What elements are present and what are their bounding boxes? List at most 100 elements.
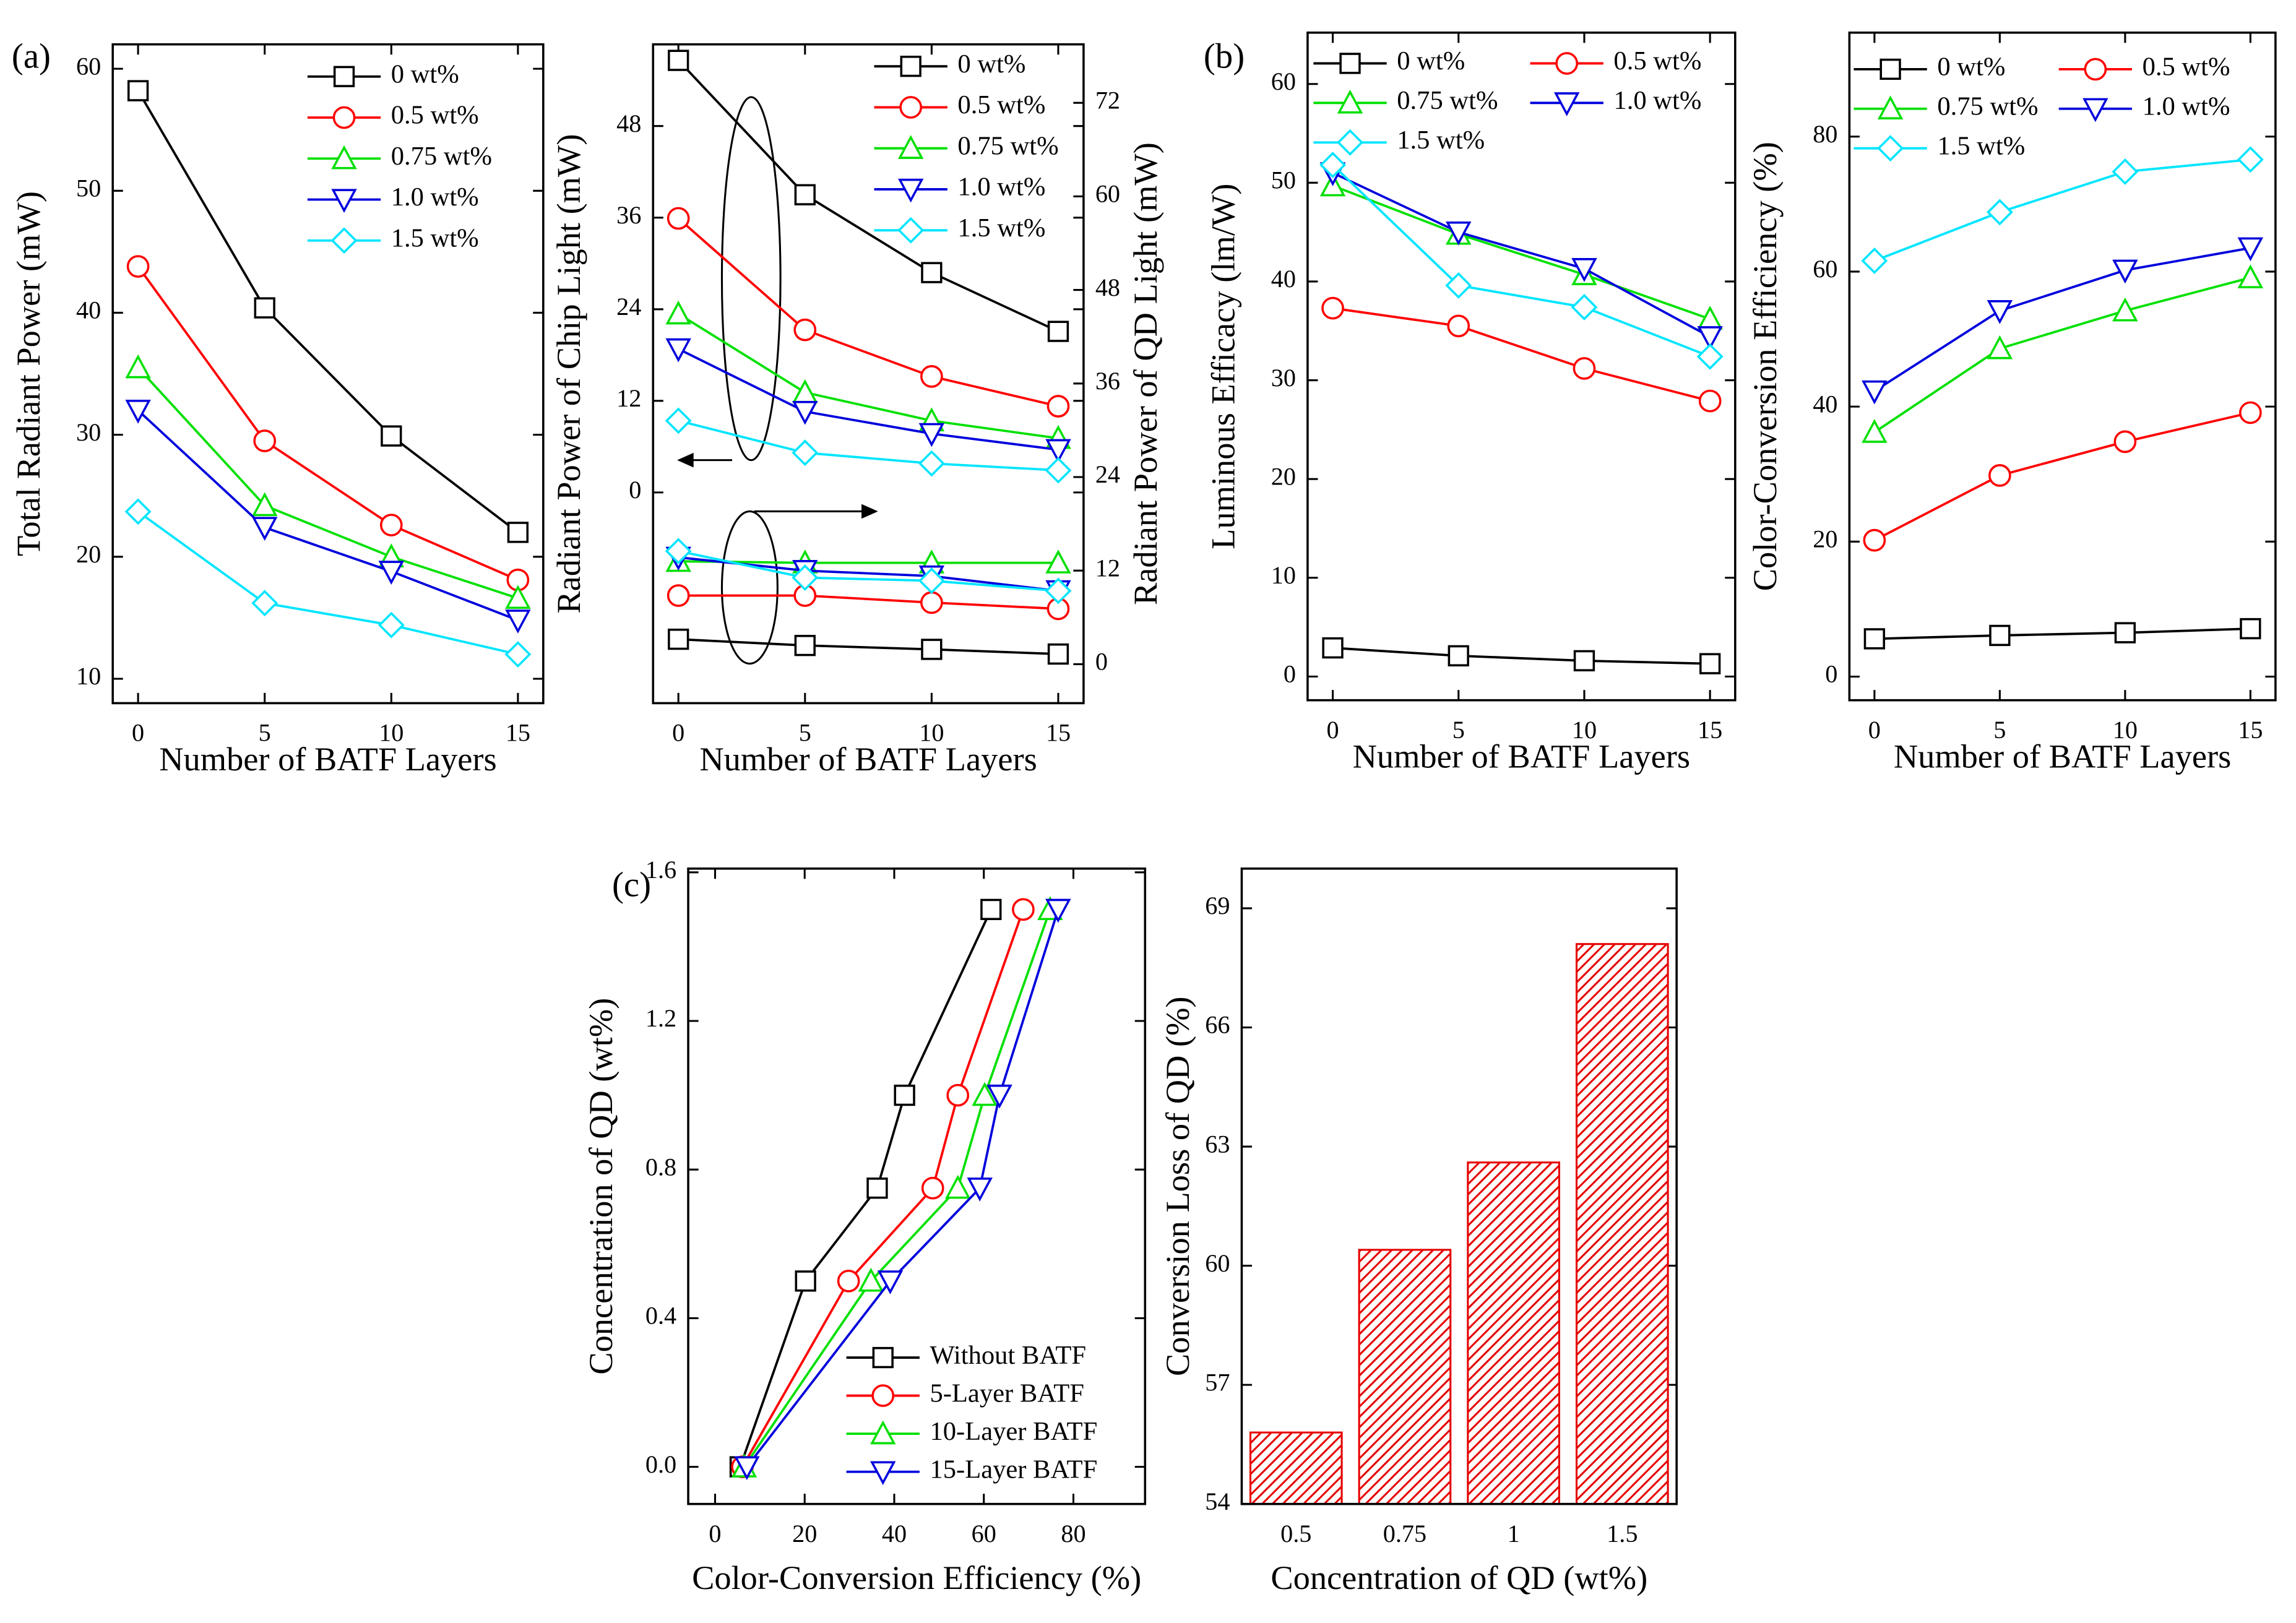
series-line <box>678 549 1059 592</box>
legend-label: 10-Layer BATF <box>930 1417 1097 1446</box>
y-tick-label: 60 <box>1205 1249 1230 1277</box>
y-tick-label: 50 <box>76 174 101 202</box>
y2-axis-title: Radiant Power of QD Light (mW) <box>1127 142 1164 605</box>
x-tick-label: 40 <box>882 1520 907 1548</box>
bar <box>1358 1249 1452 1505</box>
x-tick-label: 5 <box>259 719 271 747</box>
marker <box>858 1267 884 1292</box>
marker <box>1446 221 1472 246</box>
marker <box>1696 343 1724 370</box>
x-tick-label: 1 <box>1508 1520 1520 1548</box>
y-tick-label: 0 <box>1825 660 1837 688</box>
legend-marker <box>870 1461 896 1486</box>
y-tick-label: 0.8 <box>645 1153 676 1181</box>
y-tick-label: 69 <box>1205 892 1230 919</box>
legend-marker <box>332 106 356 129</box>
x-axis-title: Concentration of QD (wt%) <box>1271 1559 1647 1596</box>
y-tick-label: 20 <box>76 540 101 568</box>
y-tick-label: 12 <box>616 384 641 412</box>
marker <box>1861 248 1888 274</box>
legend-marker <box>1339 53 1361 74</box>
legend-marker <box>1880 58 1901 80</box>
y-tick-label: 60 <box>1813 255 1837 283</box>
plot-frame <box>111 43 545 705</box>
marker <box>1045 577 1072 605</box>
y2-tick-label: 36 <box>1095 367 1120 395</box>
marker <box>945 1174 971 1199</box>
legend-label: 1.5 wt% <box>1397 126 1485 155</box>
y-tick-label: 80 <box>1813 120 1837 148</box>
legend-label: Without BATF <box>930 1341 1086 1370</box>
marker <box>2237 264 2264 288</box>
series-line <box>678 348 1059 451</box>
marker <box>667 207 690 230</box>
marker <box>505 609 531 634</box>
marker <box>1863 528 1886 552</box>
series-line <box>1873 246 2251 392</box>
legend-marker <box>900 56 921 77</box>
legend-marker <box>331 189 357 213</box>
marker <box>794 184 816 205</box>
y-tick-label: 0.4 <box>645 1302 676 1330</box>
marker <box>1862 419 1888 443</box>
x-tick-label: 60 <box>972 1520 996 1548</box>
marker <box>2237 237 2264 262</box>
marker <box>1863 628 1886 650</box>
series-line <box>678 594 1059 610</box>
series-line <box>678 638 1059 655</box>
marker <box>1448 645 1469 667</box>
y-axis-title: Conversion Loss of QD (%) <box>1159 996 1196 1376</box>
series-line <box>137 409 519 622</box>
x-axis-title: Number of BATF Layers <box>159 741 496 778</box>
legend-label: 1.0 wt% <box>391 183 479 212</box>
marker <box>668 50 689 71</box>
legend-marker <box>897 217 925 244</box>
marker <box>665 338 691 363</box>
marker <box>920 365 943 388</box>
marker <box>126 255 150 278</box>
marker <box>972 1082 998 1106</box>
legend-label: 1.0 wt% <box>957 173 1045 202</box>
legend-label: 0.75 wt% <box>957 131 1058 160</box>
marker <box>1322 637 1344 659</box>
y2-tick-label: 60 <box>1095 180 1120 208</box>
marker <box>1047 395 1070 418</box>
y-tick-label: 24 <box>616 293 641 321</box>
marker <box>794 635 816 657</box>
marker <box>1447 314 1470 338</box>
y2-tick-label: 24 <box>1095 460 1120 488</box>
legend-label: 0 wt% <box>1937 53 2005 82</box>
marker <box>125 400 151 424</box>
marker <box>921 262 943 283</box>
series-line <box>137 90 519 533</box>
marker <box>125 354 151 379</box>
legend-label: 0 wt% <box>1397 46 1465 75</box>
marker <box>1988 464 2011 487</box>
plot-frame <box>1848 31 2277 702</box>
legend-marker <box>1553 92 1580 116</box>
y-tick-label: 0 <box>1284 660 1296 688</box>
y-tick-label: 57 <box>1205 1368 1230 1396</box>
series-line <box>1332 647 1711 665</box>
legend-label: 1.5 wt% <box>957 213 1045 243</box>
y-tick-label: 30 <box>76 418 101 446</box>
series-line <box>1332 184 1711 321</box>
legend-marker <box>1337 89 1363 114</box>
marker <box>877 1270 904 1294</box>
legend-label: 0.5 wt% <box>957 90 1045 119</box>
marker <box>1045 549 1071 574</box>
bar <box>1467 1161 1560 1505</box>
ellipse <box>720 510 779 665</box>
y2-tick-label: 48 <box>1095 273 1120 301</box>
legend-label: 1.0 wt% <box>2143 92 2230 121</box>
x-tick-label: 5 <box>1452 716 1465 744</box>
x-axis-title: Color-Conversion Efficiency (%) <box>692 1559 1141 1596</box>
legend-marker <box>331 145 357 170</box>
y-tick-label: 54 <box>1205 1487 1230 1515</box>
y-tick-label: 48 <box>616 110 641 137</box>
marker <box>734 1456 760 1481</box>
legend-marker <box>899 96 923 119</box>
x-tick-label: 1.5 <box>1607 1520 1638 1548</box>
legend-marker <box>330 227 358 254</box>
